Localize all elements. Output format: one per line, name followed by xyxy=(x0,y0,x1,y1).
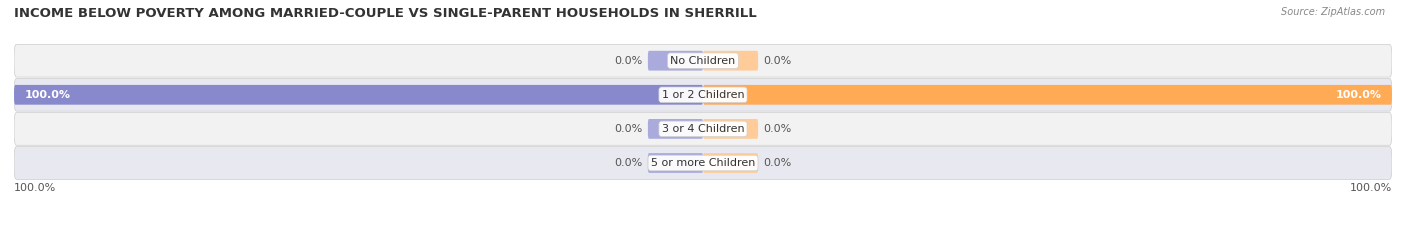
Text: No Children: No Children xyxy=(671,56,735,66)
Text: Source: ZipAtlas.com: Source: ZipAtlas.com xyxy=(1281,7,1385,17)
Text: 100.0%: 100.0% xyxy=(14,183,56,193)
FancyBboxPatch shape xyxy=(703,119,758,139)
FancyBboxPatch shape xyxy=(648,153,703,173)
Text: 3 or 4 Children: 3 or 4 Children xyxy=(662,124,744,134)
FancyBboxPatch shape xyxy=(648,51,703,71)
Text: 100.0%: 100.0% xyxy=(24,90,70,100)
FancyBboxPatch shape xyxy=(14,85,703,105)
Text: 0.0%: 0.0% xyxy=(614,158,643,168)
Text: 0.0%: 0.0% xyxy=(614,124,643,134)
FancyBboxPatch shape xyxy=(14,113,1392,145)
Text: 0.0%: 0.0% xyxy=(763,158,792,168)
Text: 0.0%: 0.0% xyxy=(763,124,792,134)
Text: 100.0%: 100.0% xyxy=(1350,183,1392,193)
Text: 0.0%: 0.0% xyxy=(614,56,643,66)
Text: 0.0%: 0.0% xyxy=(763,56,792,66)
FancyBboxPatch shape xyxy=(703,85,1392,105)
FancyBboxPatch shape xyxy=(14,147,1392,179)
Text: 100.0%: 100.0% xyxy=(1336,90,1382,100)
FancyBboxPatch shape xyxy=(648,119,703,139)
FancyBboxPatch shape xyxy=(14,44,1392,77)
Text: 5 or more Children: 5 or more Children xyxy=(651,158,755,168)
Text: 1 or 2 Children: 1 or 2 Children xyxy=(662,90,744,100)
Text: INCOME BELOW POVERTY AMONG MARRIED-COUPLE VS SINGLE-PARENT HOUSEHOLDS IN SHERRIL: INCOME BELOW POVERTY AMONG MARRIED-COUPL… xyxy=(14,7,756,20)
FancyBboxPatch shape xyxy=(703,51,758,71)
FancyBboxPatch shape xyxy=(14,79,1392,111)
FancyBboxPatch shape xyxy=(703,153,758,173)
